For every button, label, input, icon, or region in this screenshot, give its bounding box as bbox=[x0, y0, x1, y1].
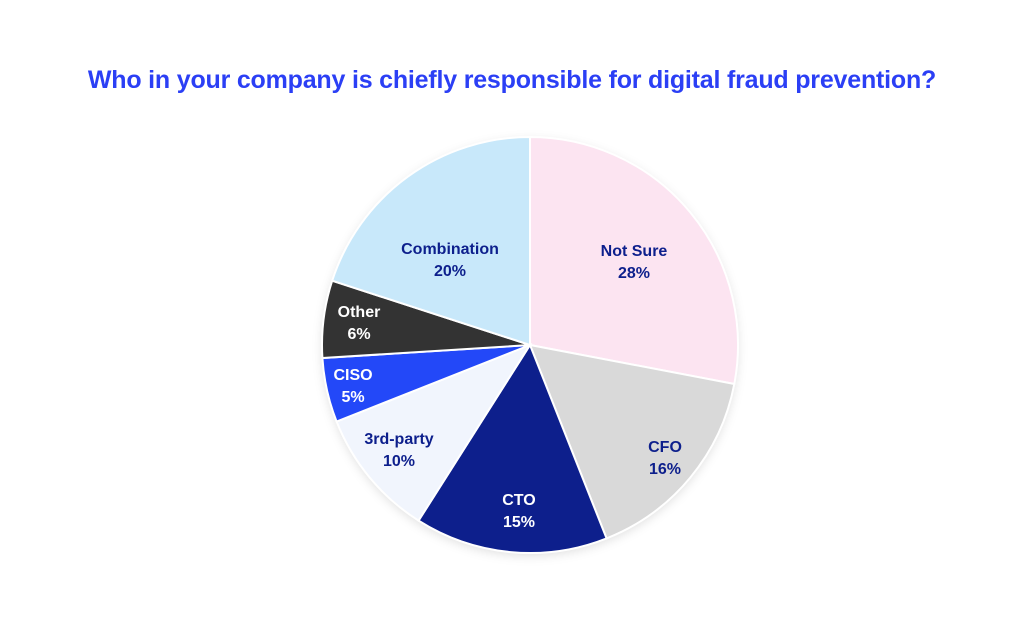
slice-label-cto: CTO bbox=[502, 492, 535, 509]
slice-label-cfo: CFO bbox=[648, 439, 682, 456]
slice-label-ciso: CISO bbox=[333, 367, 372, 384]
slice-label-not-sure: Not Sure bbox=[601, 243, 668, 260]
pie-slice-3rd-party bbox=[335, 342, 533, 523]
slice-label-3rd-party: 3rd-party bbox=[364, 431, 433, 448]
slice-value-not-sure: 28% bbox=[618, 265, 650, 282]
slice-value-3rd-party: 10% bbox=[383, 453, 415, 470]
slice-value-combination: 20% bbox=[434, 263, 466, 280]
chart-title: Who in your company is chiefly responsib… bbox=[87, 66, 937, 94]
slice-value-other: 6% bbox=[347, 326, 370, 343]
pie-slice-cto bbox=[417, 342, 608, 554]
pie-slice-not-sure bbox=[529, 135, 739, 386]
pie-slice-combination bbox=[330, 135, 531, 347]
slice-value-cto: 15% bbox=[503, 514, 535, 531]
pie-slice-cfo bbox=[528, 343, 736, 540]
slice-label-combination: Combination bbox=[401, 241, 499, 258]
slice-value-cfo: 16% bbox=[649, 461, 681, 478]
slice-label-other: Other bbox=[338, 304, 381, 321]
slice-value-ciso: 5% bbox=[341, 389, 364, 406]
